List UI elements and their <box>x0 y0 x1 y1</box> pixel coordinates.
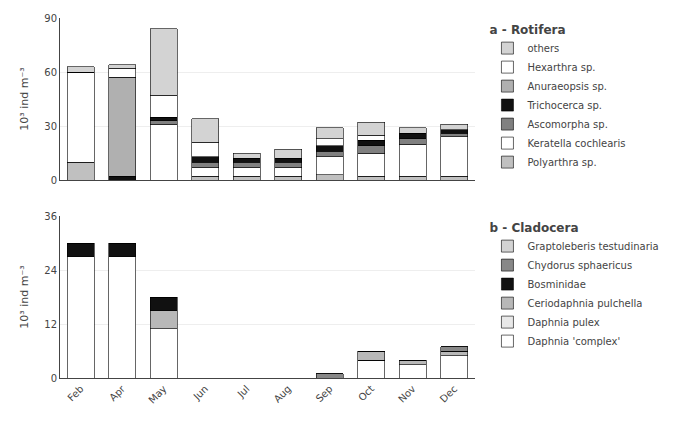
svg-text:Chydorus sphaericus: Chydorus sphaericus <box>527 260 632 271</box>
svg-text:Apr: Apr <box>107 383 128 404</box>
svg-text:Keratella cochlearis: Keratella cochlearis <box>527 138 625 149</box>
svg-text:Jun: Jun <box>191 383 211 403</box>
svg-text:24: 24 <box>44 265 57 276</box>
svg-text:Aug: Aug <box>272 383 294 405</box>
svg-text:Dec: Dec <box>438 383 459 404</box>
svg-text:Graptoleberis testudinaria: Graptoleberis testudinaria <box>527 241 658 252</box>
svg-text:60: 60 <box>44 67 57 78</box>
svg-text:b - Cladocera: b - Cladocera <box>489 221 578 235</box>
svg-text:Bosminidae: Bosminidae <box>527 279 585 290</box>
svg-text:May: May <box>146 383 168 405</box>
svg-text:0: 0 <box>51 175 57 186</box>
svg-text:30: 30 <box>44 121 57 132</box>
svg-text:Anuraeopsis sp.: Anuraeopsis sp. <box>527 81 607 92</box>
svg-text:Ceriodaphnia pulchella: Ceriodaphnia pulchella <box>527 298 642 309</box>
svg-text:Trichocerca sp.: Trichocerca sp. <box>526 100 602 111</box>
svg-text:10³ ind m⁻³: 10³ ind m⁻³ <box>18 265 31 328</box>
svg-text:a - Rotifera: a - Rotifera <box>489 23 565 37</box>
svg-text:others: others <box>527 43 559 54</box>
svg-text:Feb: Feb <box>65 383 85 403</box>
svg-text:Daphnia 'complex': Daphnia 'complex' <box>527 336 620 347</box>
svg-text:Hexarthra sp.: Hexarthra sp. <box>527 62 595 73</box>
svg-text:36: 36 <box>44 211 57 222</box>
svg-text:Nov: Nov <box>396 383 418 405</box>
svg-text:Sep: Sep <box>314 383 335 404</box>
svg-text:Jul: Jul <box>235 383 252 400</box>
svg-text:Daphnia pulex: Daphnia pulex <box>527 317 599 328</box>
svg-text:12: 12 <box>44 319 57 330</box>
svg-text:Ascomorpha sp.: Ascomorpha sp. <box>527 119 607 130</box>
svg-text:90: 90 <box>44 13 57 24</box>
svg-text:Oct: Oct <box>356 383 376 403</box>
svg-text:10³ ind m⁻³: 10³ ind m⁻³ <box>18 67 31 130</box>
svg-text:Polyarthra sp.: Polyarthra sp. <box>527 157 596 168</box>
svg-text:0: 0 <box>51 373 57 384</box>
